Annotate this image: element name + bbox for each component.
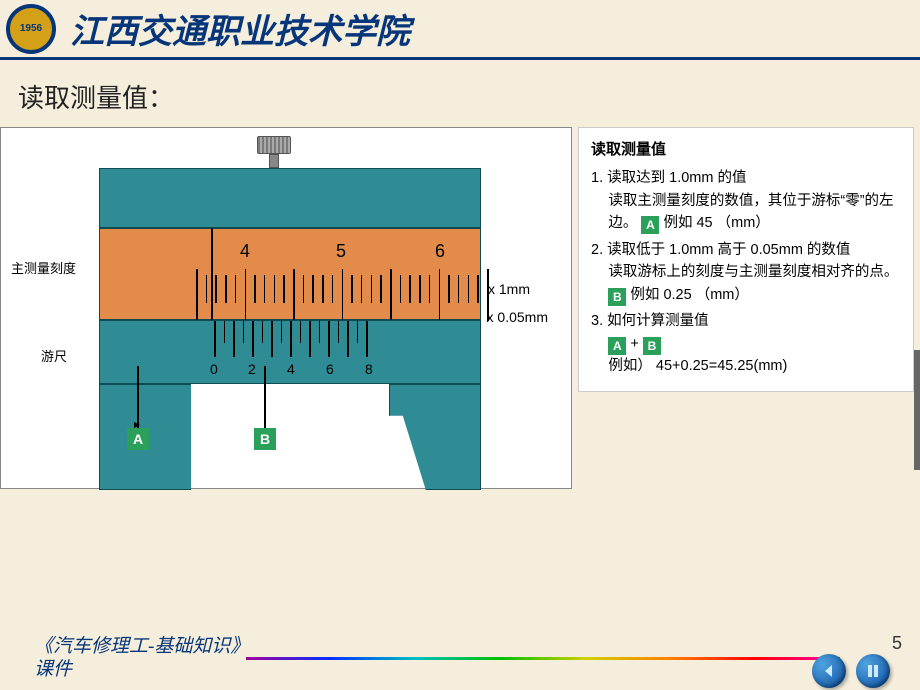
caliper-knob xyxy=(257,136,291,154)
main-tick xyxy=(322,275,324,303)
badge-b2: B xyxy=(643,337,661,355)
main-tick xyxy=(215,275,217,303)
main-scale: 456 x 1mm x 0.05mm xyxy=(99,228,481,320)
main-tick xyxy=(264,275,266,303)
page-number: 5 xyxy=(892,633,902,654)
vernier-tick xyxy=(271,321,273,357)
main-tick xyxy=(380,275,382,303)
school-logo: 1956 xyxy=(6,4,56,54)
vernier-tick xyxy=(300,321,302,343)
main-tick xyxy=(283,275,285,303)
info-item-1: 1. 读取达到 1.0mm 的值 读取主测量刻度的数值，其位于游标“零”的左边。… xyxy=(591,167,901,234)
unit-main-label: x 1mm xyxy=(488,281,530,297)
vernier-tick xyxy=(357,321,359,343)
vernier-block: 0 2 4 6 8 xyxy=(99,320,481,384)
slide-title: 读取测量值： xyxy=(0,60,920,127)
caliper-knob-stem xyxy=(269,154,279,168)
main-tick xyxy=(303,275,305,303)
vernier-tick xyxy=(262,321,264,343)
main-tick xyxy=(468,275,470,303)
vernier-number: 8 xyxy=(365,361,373,377)
main-tick xyxy=(390,269,392,321)
main-scale-number: 5 xyxy=(336,241,346,262)
main-scale-number: 4 xyxy=(240,241,250,262)
vernier-zero-line xyxy=(211,228,213,320)
main-tick xyxy=(371,275,373,303)
vernier-label: 游尺 xyxy=(41,346,67,365)
main-tick xyxy=(419,275,421,303)
main-tick xyxy=(225,275,227,303)
main-scale-number: 6 xyxy=(435,241,445,262)
vernier-number: 6 xyxy=(326,361,334,377)
vernier-tick xyxy=(252,321,254,357)
vernier-tick xyxy=(338,321,340,343)
badge-b: B xyxy=(608,288,626,306)
info-item-3: 3. 如何计算测量值 A + B 例如） 45+0.25=45.25(mm) xyxy=(591,310,901,377)
vernier-tick xyxy=(319,321,321,343)
badge-a2: A xyxy=(608,337,626,355)
unit-vernier-label: x 0.05mm xyxy=(487,309,548,325)
main-tick xyxy=(206,275,208,303)
vernier-number: 4 xyxy=(287,361,295,377)
vernier-tick xyxy=(347,321,349,357)
main-tick xyxy=(351,275,353,303)
vernier-tick xyxy=(243,321,245,343)
vernier-tick xyxy=(328,321,330,357)
info-panel: 读取测量值 1. 读取达到 1.0mm 的值 读取主测量刻度的数值，其位于游标“… xyxy=(578,127,914,392)
nav-buttons xyxy=(812,654,890,688)
vernier-tick xyxy=(366,321,368,357)
pointer-line-b xyxy=(264,366,266,428)
info-item-2: 2. 读取低于 1.0mm 高于 0.05mm 的数值 读取游标上的刻度与主测量… xyxy=(591,239,901,306)
info-title: 读取测量值 xyxy=(591,138,901,161)
main-tick xyxy=(448,275,450,303)
caliper-diagram: 4 5 6 x 1mm x 0.05mm 0 2 4 6 8 主测量刻度 游尺 A B xyxy=(0,127,572,489)
pause-icon xyxy=(866,664,880,678)
vernier-tick xyxy=(309,321,311,357)
main-tick xyxy=(429,275,431,303)
rainbow-divider xyxy=(246,657,840,660)
jaw-right xyxy=(389,384,481,490)
main-tick xyxy=(274,275,276,303)
prev-button[interactable] xyxy=(812,654,846,688)
vernier-number: 0 xyxy=(210,361,218,377)
main-tick xyxy=(400,275,402,303)
main-tick xyxy=(254,275,256,303)
vernier-tick xyxy=(224,321,226,343)
content-row: 4 5 6 x 1mm x 0.05mm 0 2 4 6 8 主测量刻度 游尺 A B 读取… xyxy=(0,127,920,489)
footer-course: 《汽车修理工-基础知识》课件 xyxy=(34,635,244,683)
main-tick xyxy=(245,269,247,321)
vernier-tick xyxy=(233,321,235,357)
vernier-tick xyxy=(290,321,292,357)
badge-a: A xyxy=(641,216,659,234)
main-tick xyxy=(439,269,441,321)
pointer-line-a xyxy=(137,366,139,428)
caliper-frame-top xyxy=(99,168,481,228)
vernier-tick xyxy=(281,321,283,343)
side-edge xyxy=(914,350,920,470)
main-tick xyxy=(361,275,363,303)
main-scale-label: 主测量刻度 xyxy=(11,258,76,277)
main-tick xyxy=(235,275,237,303)
vernier-tick xyxy=(214,321,216,357)
pause-button[interactable] xyxy=(856,654,890,688)
main-tick xyxy=(293,269,295,321)
marker-a: A xyxy=(127,428,149,450)
main-tick xyxy=(342,269,344,321)
main-tick xyxy=(332,275,334,303)
vernier-number: 2 xyxy=(248,361,256,377)
main-tick xyxy=(458,275,460,303)
slide-header: 1956 江西交通职业技术学院 xyxy=(0,0,920,60)
marker-b: B xyxy=(254,428,276,450)
prev-icon xyxy=(821,663,837,679)
main-tick xyxy=(312,275,314,303)
main-tick xyxy=(409,275,411,303)
main-tick xyxy=(196,269,198,321)
school-name: 江西交通职业技术学院 xyxy=(70,4,410,53)
main-tick xyxy=(477,275,479,303)
